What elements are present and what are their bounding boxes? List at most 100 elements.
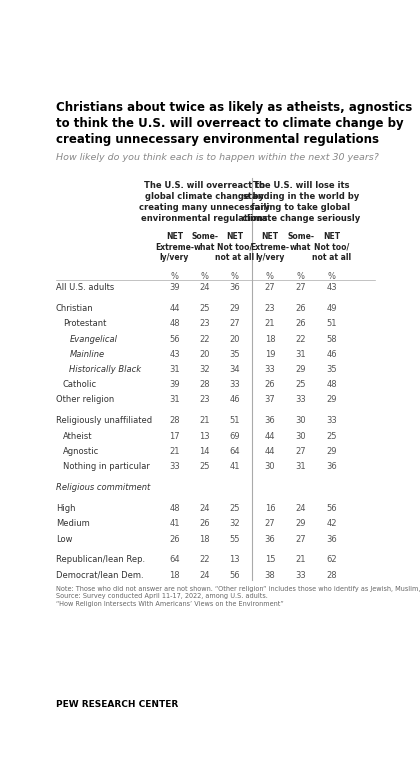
Text: 51: 51: [230, 416, 240, 426]
Text: 19: 19: [265, 350, 275, 359]
Text: 41: 41: [169, 519, 180, 528]
Text: 16: 16: [265, 504, 275, 513]
Text: 69: 69: [229, 432, 240, 441]
Text: How likely do you think each is to happen within the next 30 years?: How likely do you think each is to happe…: [56, 153, 378, 162]
Text: Historically Black: Historically Black: [69, 365, 142, 374]
Text: 17: 17: [169, 432, 180, 441]
Text: 13: 13: [200, 432, 210, 441]
Text: 31: 31: [295, 350, 306, 359]
Text: 24: 24: [200, 283, 210, 292]
Text: 43: 43: [169, 350, 180, 359]
Text: 43: 43: [326, 283, 337, 292]
Text: 51: 51: [326, 319, 337, 328]
Text: 23: 23: [200, 395, 210, 404]
Text: Mainline: Mainline: [69, 350, 105, 359]
Text: NET
Not too/
not at all: NET Not too/ not at all: [215, 233, 255, 262]
Text: Democrat/lean Dem.: Democrat/lean Dem.: [56, 571, 143, 580]
Text: 20: 20: [230, 334, 240, 344]
Text: 25: 25: [326, 432, 337, 441]
Text: PEW RESEARCH CENTER: PEW RESEARCH CENTER: [56, 700, 178, 709]
Text: 33: 33: [265, 365, 275, 374]
Text: 33: 33: [326, 416, 337, 426]
Text: Atheist: Atheist: [63, 432, 92, 441]
Text: 64: 64: [229, 447, 240, 456]
Text: 36: 36: [326, 534, 337, 543]
Text: Some-
what: Some- what: [287, 233, 314, 252]
Text: 42: 42: [326, 519, 337, 528]
Text: NET
Extreme-
ly/very: NET Extreme- ly/very: [155, 233, 194, 262]
Text: 24: 24: [200, 571, 210, 580]
Text: 30: 30: [265, 462, 275, 471]
Text: 18: 18: [169, 571, 180, 580]
Text: 24: 24: [200, 504, 210, 513]
Text: 56: 56: [229, 571, 240, 580]
Text: Christians about twice as likely as atheists, agnostics
to think the U.S. will o: Christians about twice as likely as athe…: [56, 101, 412, 146]
Text: 22: 22: [200, 556, 210, 565]
Text: 26: 26: [295, 319, 306, 328]
Text: Evangelical: Evangelical: [69, 334, 118, 344]
Text: 29: 29: [326, 395, 337, 404]
Text: 31: 31: [169, 395, 180, 404]
Text: 62: 62: [326, 556, 337, 565]
Text: 35: 35: [229, 350, 240, 359]
Text: 29: 29: [230, 304, 240, 313]
Text: Protestant: Protestant: [63, 319, 106, 328]
Text: 46: 46: [326, 350, 337, 359]
Text: 18: 18: [265, 334, 275, 344]
Text: 25: 25: [230, 504, 240, 513]
Text: 31: 31: [295, 462, 306, 471]
Text: 18: 18: [200, 534, 210, 543]
Text: %: %: [266, 272, 274, 281]
Text: 44: 44: [169, 304, 180, 313]
Text: Some-
what: Some- what: [192, 233, 218, 252]
Text: 37: 37: [265, 395, 275, 404]
Text: 27: 27: [229, 319, 240, 328]
Text: NET
Extreme-
ly/very: NET Extreme- ly/very: [250, 233, 289, 262]
Text: NET
Not too/
not at all: NET Not too/ not at all: [312, 233, 352, 262]
Text: 56: 56: [326, 504, 337, 513]
Text: Agnostic: Agnostic: [63, 447, 99, 456]
Text: 20: 20: [200, 350, 210, 359]
Text: %: %: [297, 272, 304, 281]
Text: Religiously unaffiliated: Religiously unaffiliated: [56, 416, 152, 426]
Text: Christian: Christian: [56, 304, 93, 313]
Text: 49: 49: [326, 304, 337, 313]
Text: 26: 26: [295, 304, 306, 313]
Text: 31: 31: [169, 365, 180, 374]
Text: 23: 23: [200, 319, 210, 328]
Text: The U.S. will lose its
standing in the world by
failing to take global
climate c: The U.S. will lose its standing in the w…: [242, 181, 360, 223]
Text: %: %: [328, 272, 336, 281]
Text: 27: 27: [295, 447, 306, 456]
Text: 55: 55: [230, 534, 240, 543]
Text: 28: 28: [169, 416, 180, 426]
Text: 36: 36: [265, 534, 275, 543]
Text: 28: 28: [200, 380, 210, 389]
Text: Republican/lean Rep.: Republican/lean Rep.: [56, 556, 145, 565]
Text: 30: 30: [295, 432, 306, 441]
Text: 48: 48: [169, 319, 180, 328]
Text: 21: 21: [295, 556, 306, 565]
Text: 29: 29: [295, 365, 306, 374]
Text: 33: 33: [295, 395, 306, 404]
Text: 35: 35: [326, 365, 337, 374]
Text: 41: 41: [230, 462, 240, 471]
Text: 25: 25: [200, 462, 210, 471]
Text: 56: 56: [169, 334, 180, 344]
Text: 44: 44: [265, 447, 275, 456]
Text: 48: 48: [169, 504, 180, 513]
Text: 33: 33: [169, 462, 180, 471]
Text: 34: 34: [229, 365, 240, 374]
Text: 38: 38: [265, 571, 275, 580]
Text: The U.S. will overreact to
global climate change by
creating many unnecessary
en: The U.S. will overreact to global climat…: [139, 181, 270, 223]
Text: Religious commitment: Religious commitment: [56, 483, 150, 492]
Text: 29: 29: [326, 447, 337, 456]
Text: 33: 33: [295, 571, 306, 580]
Text: 36: 36: [229, 283, 240, 292]
Text: Medium: Medium: [56, 519, 89, 528]
Text: %: %: [231, 272, 239, 281]
Text: 64: 64: [169, 556, 180, 565]
Text: 26: 26: [265, 380, 275, 389]
Text: 23: 23: [265, 304, 275, 313]
Text: 26: 26: [169, 534, 180, 543]
Text: 48: 48: [326, 380, 337, 389]
